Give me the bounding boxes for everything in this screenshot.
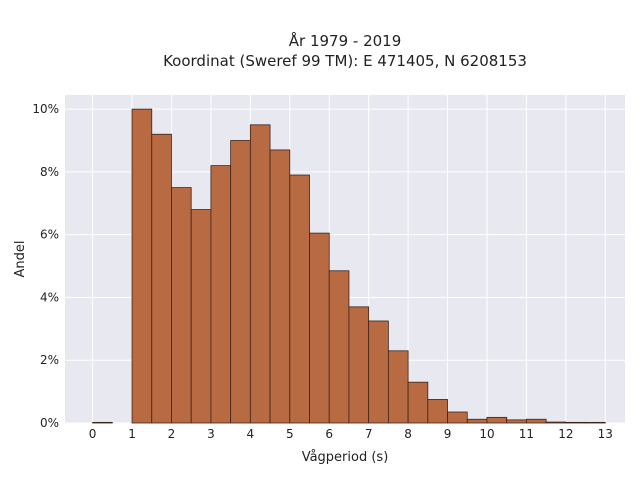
histogram-bar [171,187,192,424]
histogram-bar [210,165,232,424]
histogram-bar [230,140,251,424]
x-tick-label: 4 [247,427,255,441]
x-tick-label: 6 [325,427,333,441]
histogram-bar [309,232,330,424]
x-tick-label: 10 [479,427,494,441]
histogram-bar [328,270,350,424]
y-tick-label: 2% [40,353,59,367]
chart-title-line-1: År 1979 - 2019 [289,31,402,50]
x-tick-label: 3 [207,427,215,441]
x-tick-label: 2 [168,427,176,441]
chart-title-line-2: Koordinat (Sweref 99 TM): E 471405, N 62… [163,52,527,70]
histogram-bar [407,381,429,424]
y-tick-labels: 0% 2% 4% 6% 8% 10% [32,102,59,430]
histogram-bar [190,209,212,424]
y-tick-label: 0% [40,416,59,430]
histogram-bar [466,418,488,424]
histogram-bar [92,421,113,424]
y-tick-label: 4% [40,290,59,304]
histogram-bar [368,320,389,424]
x-tick-label: 8 [404,427,412,441]
x-axis-label: Vågperiod (s) [302,450,389,465]
x-tick-label: 5 [286,427,294,441]
x-tick-label: 1 [128,427,136,441]
histogram-bar [289,174,310,424]
x-tick-label: 0 [89,427,97,441]
x-tick-label: 7 [365,427,373,441]
y-axis-label: Andel [13,241,28,278]
histogram-bar [526,418,547,424]
histogram-bar [506,419,527,424]
x-tick-label: 11 [519,427,534,441]
x-tick-label: 9 [444,427,452,441]
histogram-bar [565,421,586,424]
histogram-bar [387,350,409,424]
histogram-bar [486,416,508,424]
histogram-bar [447,411,468,424]
histogram-bar [545,421,567,424]
histogram-bar [249,124,271,424]
histogram-bar [269,149,291,424]
y-tick-label: 6% [40,228,59,242]
histogram-bar [151,133,172,424]
histogram-bar [427,399,448,424]
histogram-bar [131,108,153,424]
y-tick-label: 8% [40,165,59,179]
x-tick-label: 12 [558,427,573,441]
x-tick-label: 13 [598,427,613,441]
histogram-bar [348,306,370,424]
bars [92,108,606,424]
y-tick-label: 10% [32,102,59,116]
x-tick-labels: 0 1 2 3 4 5 6 7 8 9 10 11 12 13 [89,427,613,441]
histogram-bar [585,421,606,424]
